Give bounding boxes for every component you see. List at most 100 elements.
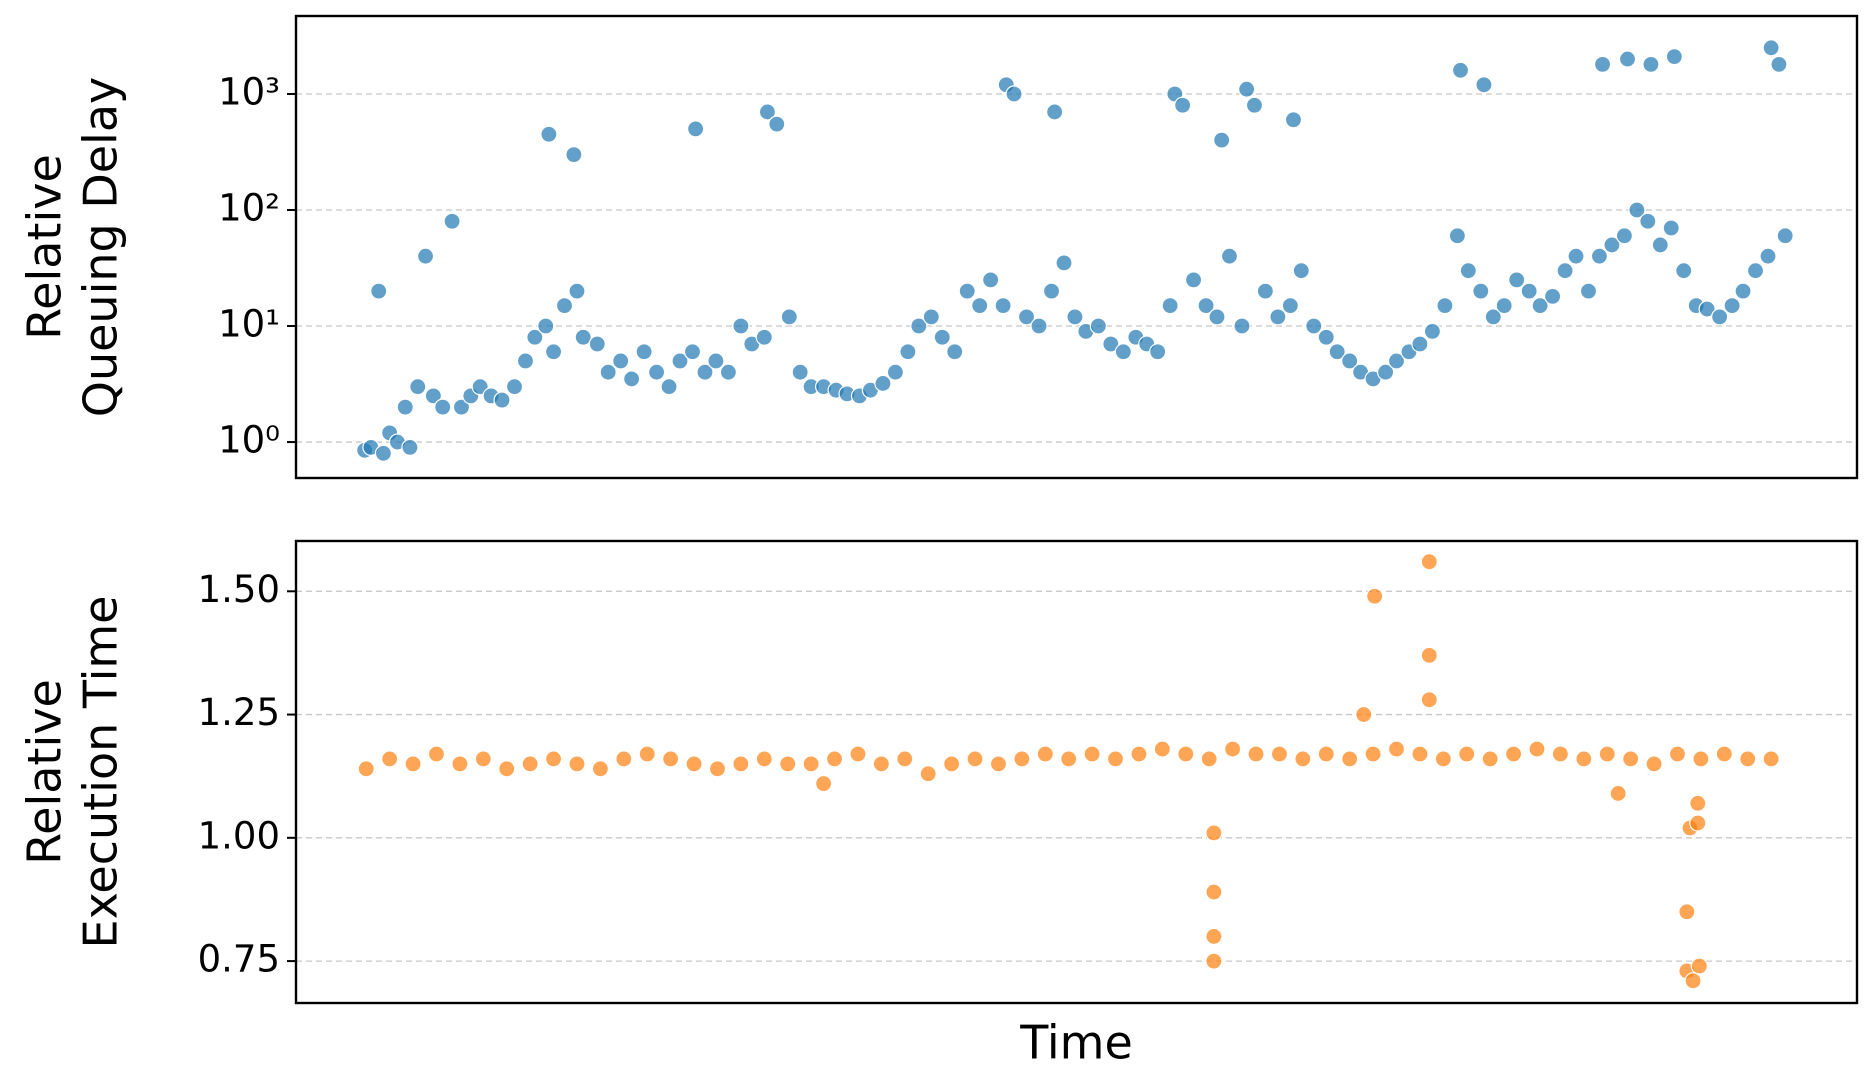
point <box>1458 745 1476 763</box>
point <box>1205 824 1223 842</box>
point <box>1448 227 1466 245</box>
point <box>635 343 653 361</box>
point <box>1590 247 1609 265</box>
y-axis-label: Relative <box>18 679 72 865</box>
y-tick-label: 10² <box>218 187 280 230</box>
point <box>1256 282 1274 300</box>
point <box>1575 750 1593 768</box>
point <box>1328 343 1346 361</box>
point <box>1114 343 1132 361</box>
point <box>1205 952 1223 970</box>
point <box>591 760 609 778</box>
point <box>791 363 809 381</box>
point <box>1055 254 1073 272</box>
point <box>1245 96 1264 114</box>
point <box>1233 317 1251 335</box>
point <box>1579 282 1598 300</box>
point <box>1013 750 1031 768</box>
point <box>588 335 606 353</box>
point <box>899 343 917 361</box>
point <box>1420 691 1438 709</box>
point <box>1711 308 1729 326</box>
y-axis-label: Execution Time <box>74 596 128 949</box>
point <box>1364 745 1382 763</box>
point <box>1645 755 1663 773</box>
point <box>1776 227 1794 245</box>
point <box>1436 296 1454 315</box>
point <box>1161 296 1179 315</box>
point <box>1305 317 1323 335</box>
point <box>1739 750 1757 768</box>
point <box>1060 750 1078 768</box>
point <box>1366 587 1384 605</box>
point <box>1213 131 1231 149</box>
point <box>958 282 976 300</box>
point <box>687 120 705 138</box>
point <box>381 750 399 768</box>
point <box>544 343 563 361</box>
plot-frame <box>294 539 1859 1005</box>
point <box>599 363 617 381</box>
point <box>370 282 388 300</box>
point <box>1238 80 1256 98</box>
point <box>966 750 984 768</box>
point <box>1598 745 1616 763</box>
y-axis-label: Relative <box>18 154 72 340</box>
point <box>1341 352 1359 370</box>
point <box>424 387 442 405</box>
point <box>780 308 798 326</box>
point <box>647 363 666 381</box>
point <box>1618 50 1637 68</box>
point <box>719 363 737 381</box>
point <box>1551 745 1570 763</box>
point <box>896 750 914 768</box>
point <box>1689 814 1707 832</box>
point <box>662 750 680 768</box>
point <box>498 760 516 778</box>
point <box>685 755 703 773</box>
point <box>427 745 446 763</box>
point <box>825 750 844 768</box>
point <box>568 755 586 773</box>
point <box>708 760 727 778</box>
point <box>544 750 563 768</box>
point <box>779 755 797 773</box>
points <box>356 39 1794 462</box>
point <box>1269 308 1287 326</box>
point <box>1531 296 1549 315</box>
point <box>1642 55 1660 73</box>
point <box>732 317 750 335</box>
point <box>623 370 641 388</box>
point <box>1411 335 1429 353</box>
point <box>994 296 1012 315</box>
point <box>707 352 725 370</box>
y-tick-label: 1.25 <box>198 691 280 734</box>
point <box>1284 111 1303 129</box>
point <box>1089 317 1107 335</box>
y-tick-label: 0.75 <box>198 938 280 981</box>
point <box>537 317 555 335</box>
point <box>1205 927 1223 946</box>
point <box>443 212 461 230</box>
point <box>1205 883 1223 901</box>
point <box>612 352 630 370</box>
point <box>1689 794 1707 812</box>
point <box>660 378 678 396</box>
point <box>755 750 773 768</box>
point <box>732 755 750 773</box>
point <box>1556 262 1574 280</box>
point <box>451 755 469 773</box>
point <box>1628 201 1646 219</box>
point <box>416 247 435 265</box>
y-tick-label: 1.00 <box>198 814 280 857</box>
point <box>1411 745 1429 763</box>
point <box>1341 750 1359 768</box>
point <box>758 103 777 121</box>
point <box>565 146 583 164</box>
y-axis-label: Queuing Delay <box>74 77 128 418</box>
point <box>1472 282 1490 300</box>
point <box>1066 308 1084 326</box>
point <box>1665 47 1683 66</box>
point <box>872 755 890 773</box>
point <box>933 328 951 346</box>
